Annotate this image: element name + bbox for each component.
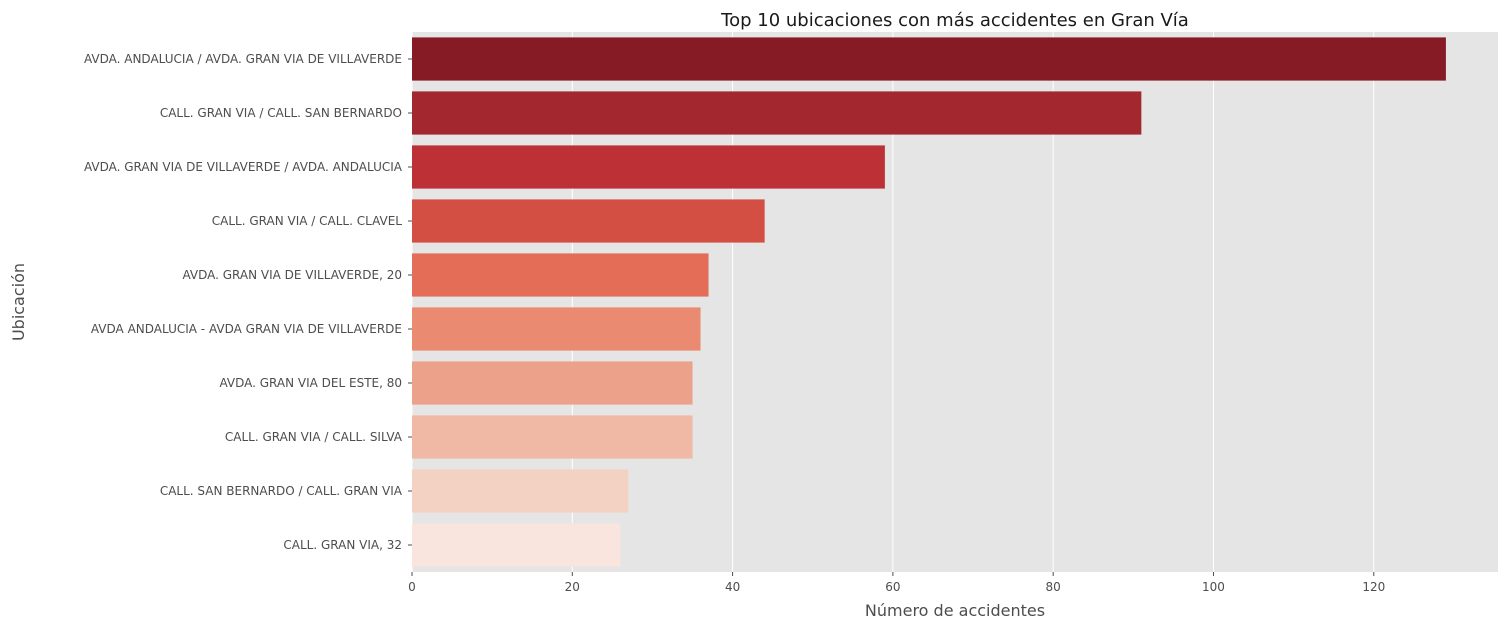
x-axis-title: Número de accidentes bbox=[865, 601, 1045, 620]
x-axis: 0 20 40 60 80 100 120 bbox=[408, 572, 1385, 594]
bar bbox=[412, 361, 693, 405]
bar bbox=[412, 37, 1446, 81]
y-tick-label: AVDA. GRAN VIA DE VILLAVERDE / AVDA. AND… bbox=[84, 160, 403, 174]
bar bbox=[412, 91, 1142, 135]
y-tick-label: CALL. GRAN VIA, 32 bbox=[283, 538, 402, 552]
bar bbox=[412, 145, 885, 189]
x-tick-label: 20 bbox=[565, 580, 580, 594]
y-tick-label: AVDA ANDALUCIA - AVDA GRAN VIA DE VILLAV… bbox=[91, 322, 402, 336]
y-tick-label: CALL. GRAN VIA / CALL. SAN BERNARDO bbox=[160, 106, 402, 120]
bar bbox=[412, 307, 701, 351]
x-tick-label: 0 bbox=[408, 580, 416, 594]
y-tick-label: CALL. SAN BERNARDO / CALL. GRAN VIA bbox=[160, 484, 403, 498]
y-tick-label: AVDA. GRAN VIA DE VILLAVERDE, 20 bbox=[182, 268, 402, 282]
chart-title: Top 10 ubicaciones con más accidentes en… bbox=[720, 10, 1189, 31]
x-tick-label: 120 bbox=[1362, 580, 1385, 594]
y-tick-label: CALL. GRAN VIA / CALL. CLAVEL bbox=[212, 214, 403, 228]
x-tick-label: 100 bbox=[1202, 580, 1225, 594]
y-axis-title: Ubicación bbox=[9, 263, 28, 341]
x-tick-label: 40 bbox=[725, 580, 740, 594]
y-tick-label: AVDA. GRAN VIA DEL ESTE, 80 bbox=[219, 376, 402, 390]
bars bbox=[412, 37, 1446, 567]
y-tick-label: CALL. GRAN VIA / CALL. SILVA bbox=[225, 430, 403, 444]
y-axis: AVDA. ANDALUCIA / AVDA. GRAN VIA DE VILL… bbox=[84, 52, 412, 552]
y-tick-label: AVDA. ANDALUCIA / AVDA. GRAN VIA DE VILL… bbox=[84, 52, 402, 66]
bar bbox=[412, 415, 693, 459]
bar bbox=[412, 469, 629, 513]
bar bbox=[412, 253, 709, 297]
bar bbox=[412, 199, 765, 243]
bar bbox=[412, 523, 621, 567]
x-tick-label: 60 bbox=[885, 580, 900, 594]
x-tick-label: 80 bbox=[1046, 580, 1061, 594]
